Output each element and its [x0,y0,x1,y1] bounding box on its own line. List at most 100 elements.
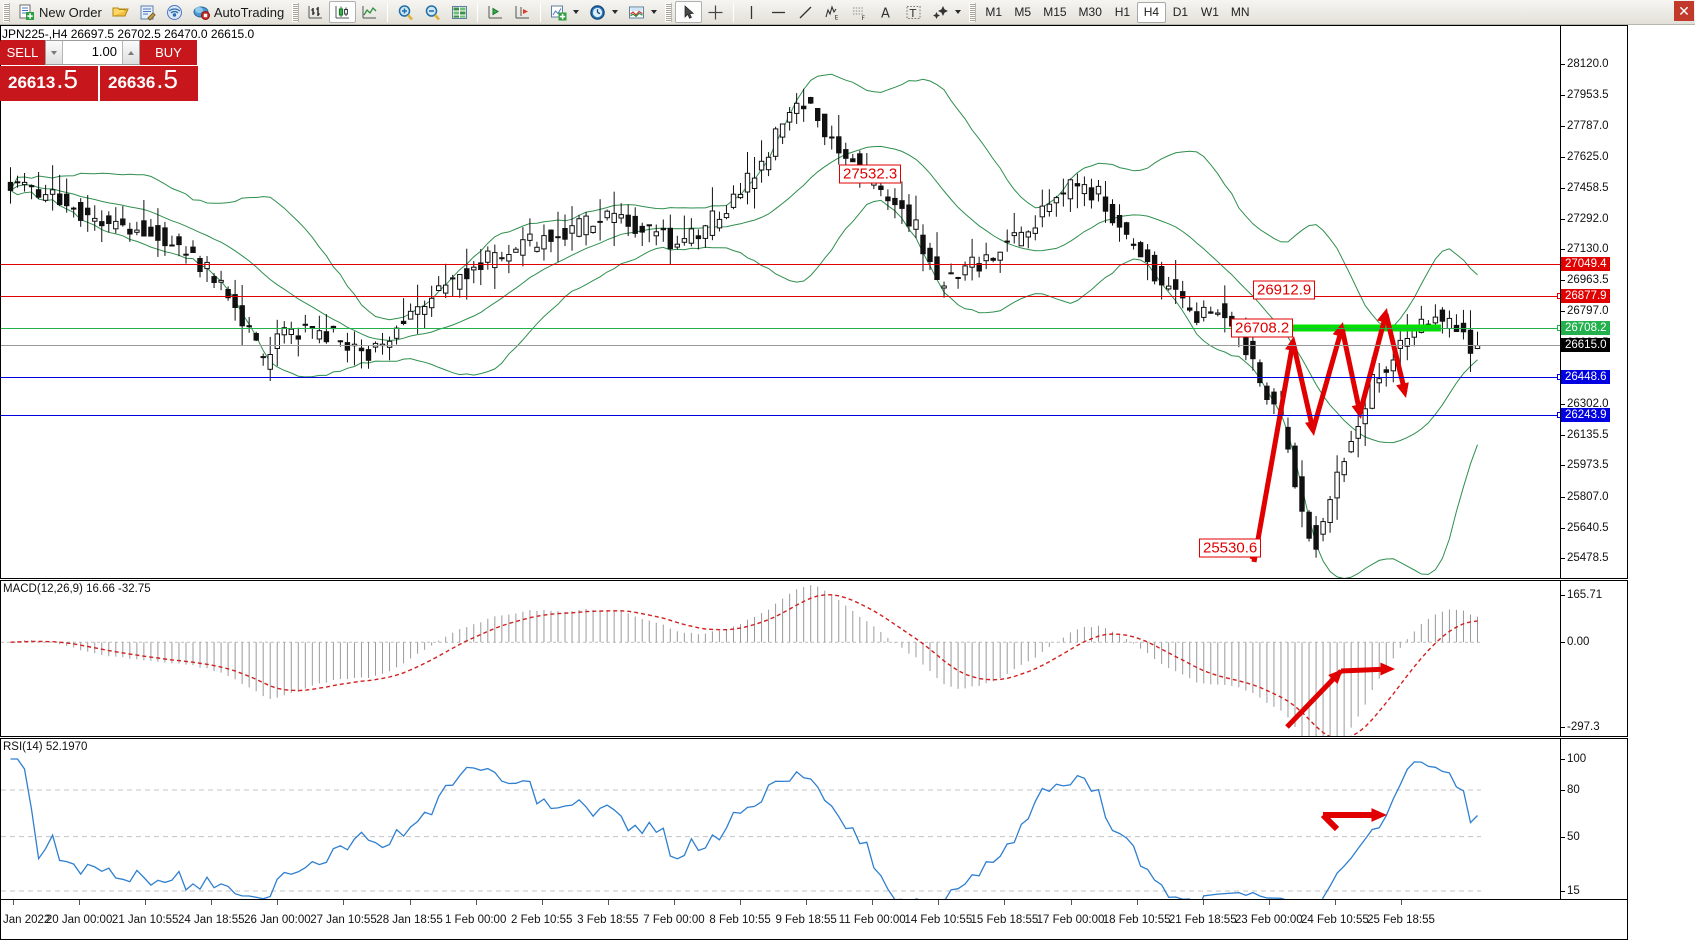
volume-input[interactable]: 1.00 [91,44,117,59]
timeframe-m5[interactable]: M5 [1014,5,1032,19]
text-label-button[interactable]: T [900,1,927,23]
timeframe-h4[interactable]: H4 [1136,1,1166,23]
chart-annotation-25530.6[interactable]: 25530.6 [1199,538,1262,558]
candle [990,257,996,263]
zoom-in-button[interactable] [392,1,419,23]
timeframe-m15[interactable]: M15 [1043,5,1067,19]
close-icon[interactable]: ✕ [1674,1,1694,21]
axis-tick [1560,642,1565,644]
candle [983,242,989,270]
rsi-axis[interactable]: 100 80 50 15 [1560,739,1627,899]
volume-decrement-button[interactable] [46,41,63,64]
text-button[interactable]: A [873,1,900,23]
price-badge-resistance-line[interactable]: 26877.9 [1561,289,1610,304]
timeframe-d1[interactable]: D1 [1172,5,1189,19]
line-chart-icon [361,4,378,21]
bid-price[interactable]: 26613 .5 [0,66,98,101]
drawn-arrow[interactable] [1310,327,1345,431]
time-tick [1202,900,1204,905]
axis-tick-label: 100 [1567,753,1587,765]
vertical-line-button[interactable] [738,1,765,23]
expert-advisors-button[interactable] [107,1,134,23]
timeframe-h1[interactable]: H1 [1114,5,1131,19]
data-window-button[interactable] [446,1,473,23]
candle [555,211,561,263]
sell-button[interactable]: SELL [0,40,45,65]
price-badge-resistance-line[interactable]: 27049.4 [1561,257,1610,272]
indicators-button[interactable] [623,1,662,23]
drawn-arrow[interactable] [1290,341,1316,431]
level-line-27049.4[interactable] [1,264,1562,266]
chart-annotation-26708.2[interactable]: 26708.2 [1231,318,1294,338]
drawn-arrow[interactable] [1383,313,1408,393]
candle [113,207,119,234]
zoom-out-button[interactable] [419,1,446,23]
elliott-wave-button[interactable]: E [819,1,846,23]
timeframe-mn[interactable]: MN [1230,5,1250,19]
candle [1376,362,1382,393]
price-chart-pane[interactable]: 27532.3 26912.9 26708.2 25530.6 28120.0 2795… [0,25,1628,579]
chart-annotation-26912.9[interactable]: 26912.9 [1253,280,1316,300]
price-badge-level-line[interactable]: 26243.9 [1561,407,1610,422]
trendline-button[interactable] [792,1,819,23]
candle [653,224,659,246]
chart-annotation-27532.3[interactable]: 27532.3 [839,164,902,184]
candle [1067,178,1074,212]
ask-price[interactable]: 26636 .5 [100,66,198,101]
axis-tick-label: 15 [1567,885,1580,897]
bar-chart-button[interactable] [302,1,329,23]
price-badge-support-line[interactable]: 26708.2 [1561,321,1610,336]
fibonacci-button[interactable]: F [846,1,873,23]
cursor-button[interactable] [675,1,703,23]
toolbar-grip-3[interactable] [665,2,673,22]
shapes-button[interactable] [927,1,966,23]
price-badge-last-price[interactable]: 26615.0 [1561,338,1610,353]
autotrading-button[interactable]: AutoTrading [188,1,289,23]
crosshair-button[interactable] [702,1,729,23]
chevron-down-icon[interactable] [651,10,658,14]
time-tick-label: 11 Feb 00:00 [838,914,906,926]
toolbar-grip[interactable] [3,2,10,22]
price-badge-level-line[interactable]: 26448.6 [1561,369,1610,384]
level-line-26877.9[interactable] [1,296,1562,298]
timeframe-m1[interactable]: M1 [985,5,1003,19]
macd-drawn-arrow[interactable] [1285,669,1343,729]
toolbar-grip-4[interactable] [969,2,977,22]
volume-increment-button[interactable] [122,41,139,64]
axis-tick-label: 27953.5 [1567,89,1609,102]
chart-shift-button[interactable] [482,1,509,23]
drawn-arrow[interactable] [1339,327,1363,414]
timeframe-m30[interactable]: M30 [1078,5,1102,19]
axis-tick-label: 25478.5 [1567,552,1609,564]
level-line-26448.6[interactable] [1,376,1562,378]
new-order-button[interactable]: New Order [13,1,107,23]
chevron-down-icon[interactable] [573,10,580,14]
time-tick [145,900,147,905]
candle [1425,320,1432,326]
drawn-arrow[interactable] [1251,341,1296,563]
metaeditor-button[interactable] [134,1,161,23]
volume-stepper[interactable]: 1.00 [45,40,140,65]
drawn-arrow[interactable] [1357,313,1389,414]
level-line-26708.2[interactable] [1,328,1562,330]
signals-button[interactable] [161,1,188,23]
candle [597,199,603,241]
time-axis[interactable]: Jan 2022 20 Jan 00:00 21 Jan 10:55 24 Jan 1… [0,900,1628,940]
line-chart-button[interactable] [356,1,383,23]
new-chart-button[interactable] [545,1,584,23]
price-axis[interactable]: 28120.0 27953.5 27787.0 27625.0 27458.5 27292… [1560,26,1627,578]
macd-pane[interactable]: MACD(12,26,9) 16.66 -32.75 165.71 0.00 -29… [0,580,1628,737]
period-button[interactable] [584,1,623,23]
auto-scroll-button[interactable] [509,1,536,23]
candlestick-chart-button[interactable] [329,1,357,23]
candle [1123,221,1130,240]
buy-button[interactable]: BUY [140,40,197,65]
level-line-26243.9[interactable] [1,414,1562,416]
timeframe-w1[interactable]: W1 [1200,5,1219,19]
toolbar-grip-2[interactable] [292,2,300,22]
rsi-pane[interactable]: RSI(14) 52.1970 100 80 50 15 [0,738,1628,900]
chevron-down-icon[interactable] [612,10,619,14]
macd-axis[interactable]: 165.71 0.00 -297.3 [1560,581,1627,736]
horizontal-line-button[interactable] [765,1,792,23]
chevron-down-icon[interactable] [955,10,962,14]
